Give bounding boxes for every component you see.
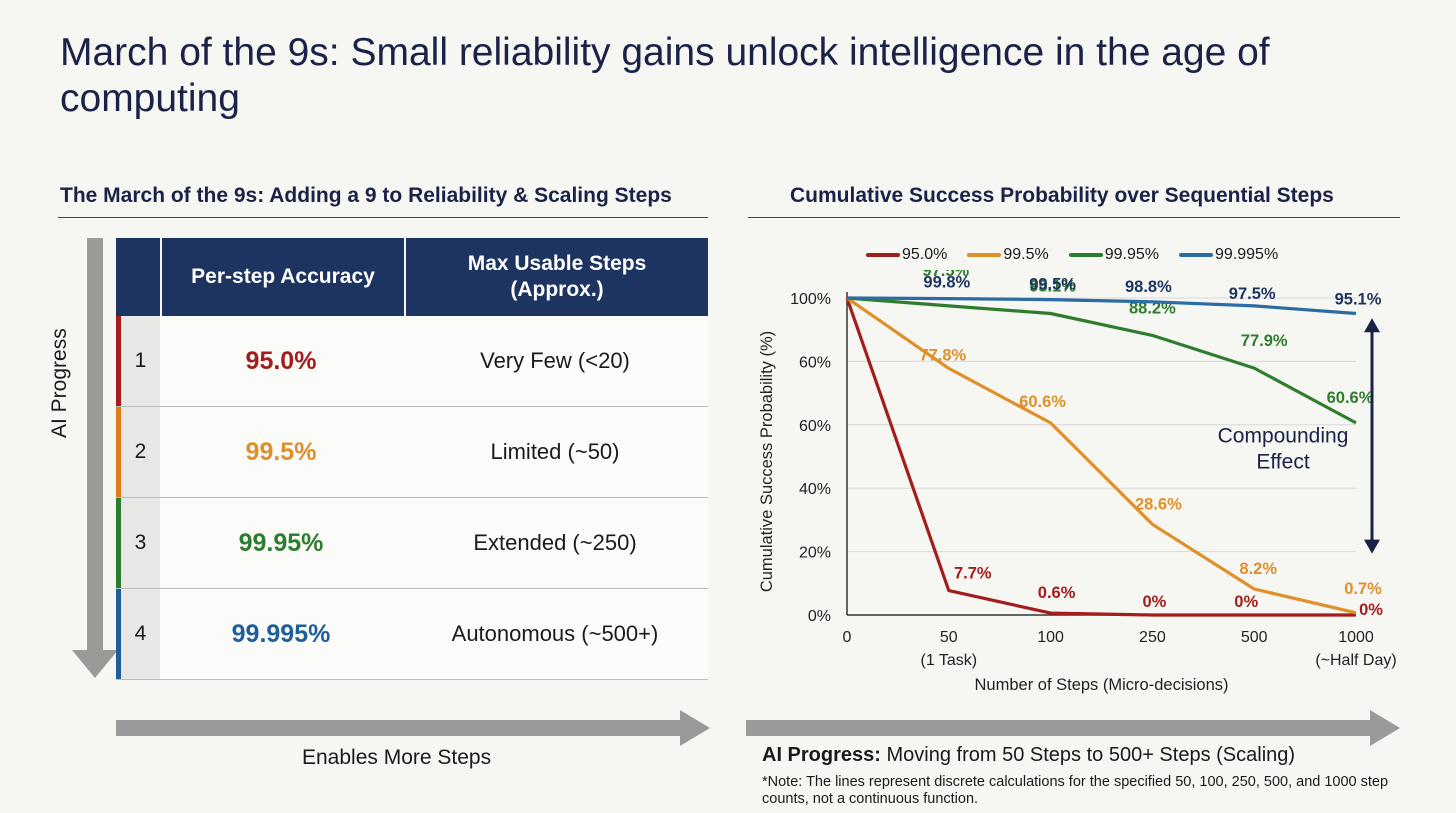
ai-progress-caption: AI Progress: Moving from 50 Steps to 500… xyxy=(762,744,1295,767)
x-tick-label: 50 xyxy=(940,629,958,646)
header-max-steps-line2: (Approx.) xyxy=(510,278,604,301)
table-row: 4 99.995% Autonomous (~500+) xyxy=(116,589,708,680)
series-line-95.0% xyxy=(845,297,1356,617)
compounding-arrow-head-down xyxy=(1364,539,1380,554)
header-accuracy: Per-step Accuracy xyxy=(162,238,406,316)
data-label: 95.1% xyxy=(1335,291,1382,309)
cumulative-success-chart: 0% 20% 40% 60% 60% 100% 0 50 (1 Task) 100 250 500 10… xyxy=(758,270,1397,694)
row-index: 1 xyxy=(116,316,160,406)
row-index: 4 xyxy=(116,589,160,679)
legend-label: 99.995% xyxy=(1215,246,1279,263)
caption-bold: AI Progress: xyxy=(762,744,881,766)
table-row: 3 99.95% Extended (~250) xyxy=(116,498,708,589)
enables-more-steps-arrow xyxy=(116,710,710,746)
y-tick-label: 60% xyxy=(799,418,831,435)
data-label: 0.7% xyxy=(1344,580,1382,598)
series-line-99.5% xyxy=(846,296,1357,615)
data-label: 77.9% xyxy=(1241,332,1288,350)
row-index: 3 xyxy=(116,498,160,588)
header-index-cell xyxy=(116,238,162,316)
legend-swatch xyxy=(1068,253,1103,257)
chart-title: Cumulative Success Probability over Sequ… xyxy=(790,184,1334,207)
series-line-99.95% xyxy=(846,296,1357,425)
data-label: 60.6% xyxy=(1019,393,1066,411)
header-max-steps-line1: Max Usable Steps xyxy=(467,252,647,275)
data-label: 60.6% xyxy=(1327,389,1374,407)
x-tick-sublabel: (~Half Day) xyxy=(1315,652,1396,669)
row-index: 2 xyxy=(116,407,160,497)
data-label: 77.8% xyxy=(919,346,966,364)
legend-label: 95.0% xyxy=(902,246,948,263)
legend-item: 99.995% xyxy=(1179,246,1278,264)
row-accuracy: 95.0% xyxy=(245,346,317,375)
left-title-divider xyxy=(58,217,708,218)
ai-progress-right-arrow xyxy=(746,710,1400,746)
data-label: 98.8% xyxy=(1125,278,1172,296)
header-max-steps: Max Usable Steps (Approx.) xyxy=(406,238,708,316)
data-label: 0% xyxy=(1359,601,1383,619)
legend-swatch xyxy=(1179,253,1214,257)
y-tick-label: 100% xyxy=(790,291,831,308)
ai-progress-label: AI Progress xyxy=(48,328,71,438)
x-tick-sublabel: (1 Task) xyxy=(920,652,977,669)
page-title: March of the 9s: Small reliability gains… xyxy=(60,31,1270,120)
compounding-arrow-head-up xyxy=(1364,318,1380,333)
reliability-table: Per-step Accuracy Max Usable Steps (Appr… xyxy=(116,238,708,680)
data-label: 0% xyxy=(1234,593,1258,611)
data-label: 0.6% xyxy=(1038,584,1076,602)
table-row: 1 95.0% Very Few (<20) xyxy=(116,316,708,407)
data-label: 95.1% xyxy=(1029,278,1076,296)
row-steps: Autonomous (~500+) xyxy=(451,621,659,646)
row-accuracy: 99.995% xyxy=(231,619,331,648)
x-tick-label: 250 xyxy=(1139,629,1166,646)
data-label: 97.5% xyxy=(1229,285,1276,303)
series-line-99.995% xyxy=(846,296,1357,316)
x-tick-label: 100 xyxy=(1037,629,1064,646)
legend-label: 99.95% xyxy=(1104,246,1160,263)
caption-rest: Moving from 50 Steps to 500+ Steps (Scal… xyxy=(880,744,1296,766)
table-header: Per-step Accuracy Max Usable Steps (Appr… xyxy=(116,238,708,316)
row-steps: Limited (~50) xyxy=(490,439,620,464)
y-tick-label: 20% xyxy=(799,545,831,562)
data-label: 28.6% xyxy=(1135,495,1182,513)
data-label: 99.5% xyxy=(1029,276,1076,294)
row-accuracy: 99.5% xyxy=(245,437,317,466)
enables-more-steps-label: Enables More Steps xyxy=(302,746,492,769)
legend-swatch xyxy=(866,253,900,257)
row-steps: Extended (~250) xyxy=(473,530,637,555)
left-panel-title: The March of the 9s: Adding a 9 to Relia… xyxy=(60,184,672,207)
data-label: 99.8% xyxy=(923,274,970,292)
y-axis-label: Cumulative Success Probability (%) xyxy=(758,331,776,592)
legend-item: 99.5% xyxy=(967,246,1049,264)
row-accuracy: 99.95% xyxy=(238,528,324,557)
data-label: 0% xyxy=(1142,593,1166,611)
y-tick-label: 40% xyxy=(799,481,831,498)
legend-swatch xyxy=(967,253,1002,257)
chart-legend: 95.0% 99.5% 99.95% 99.995% xyxy=(866,246,1278,264)
row-steps: Very Few (<20) xyxy=(480,348,630,373)
compounding-label-line2: Effect xyxy=(1256,451,1309,474)
data-label: 97.5% xyxy=(922,270,969,280)
x-tick-label: 1000 xyxy=(1338,629,1374,646)
y-tick-label: 0% xyxy=(808,608,831,625)
data-label: 88.2% xyxy=(1129,299,1176,317)
x-tick-label: 500 xyxy=(1241,629,1268,646)
chart-note: *Note: The lines represent discrete calc… xyxy=(762,774,1389,807)
compounding-label-line1: Compounding xyxy=(1218,425,1349,448)
legend-label: 99.5% xyxy=(1003,246,1049,263)
legend-item: 95.0% xyxy=(866,246,947,264)
x-tick-label: 0 xyxy=(843,629,852,646)
x-axis-label: Number of Steps (Micro-decisions) xyxy=(975,676,1229,694)
data-label: 8.2% xyxy=(1239,560,1277,578)
right-title-divider xyxy=(748,217,1400,218)
ai-progress-down-arrow xyxy=(72,238,118,678)
y-tick-label: 60% xyxy=(799,354,831,371)
table-row: 2 99.5% Limited (~50) xyxy=(116,407,708,498)
legend-item: 99.95% xyxy=(1068,246,1160,264)
data-label: 7.7% xyxy=(954,565,992,583)
